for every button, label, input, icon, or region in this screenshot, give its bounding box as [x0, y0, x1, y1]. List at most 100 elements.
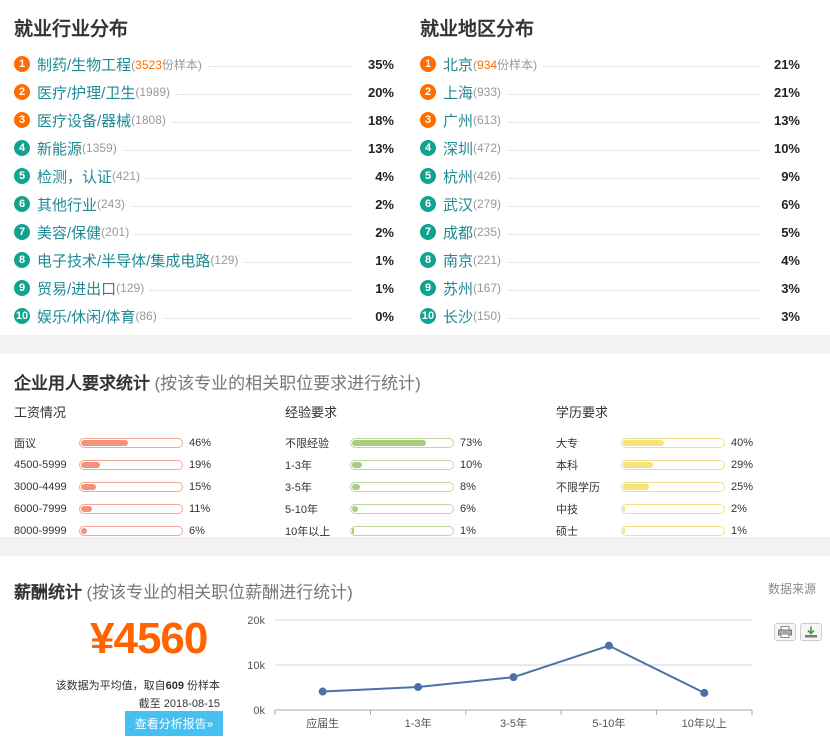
- industry-rank-item: 7 美容/保健 (201) 2%: [14, 218, 394, 246]
- chart-x-tick: 3-5年: [500, 716, 527, 730]
- region-rank-item: 4 深圳 (472) 10%: [420, 134, 800, 162]
- view-report-button[interactable]: 查看分析报告»: [125, 711, 223, 736]
- industry-rank-percent: 35%: [367, 56, 394, 72]
- average-note-prefix: 该数据为平均值，取自: [55, 680, 166, 692]
- requirement-percent: 25%: [731, 481, 754, 493]
- requirement-bar: [350, 482, 454, 492]
- requirement-percent: 8%: [460, 481, 476, 493]
- dotted-leader: [507, 317, 760, 319]
- data-source-link[interactable]: 数据来源: [767, 582, 816, 596]
- average-salary: ¥4560: [90, 614, 208, 663]
- region-rank-link[interactable]: 杭州: [443, 168, 474, 186]
- industry-rank-link[interactable]: 检测，认证: [37, 168, 113, 186]
- region-rank-percent: 3%: [781, 280, 800, 296]
- requirement-row: 8000-9999 6%: [14, 520, 254, 542]
- requirement-bar: [350, 460, 454, 470]
- industry-rank-link[interactable]: 医疗/护理/卫生: [37, 84, 136, 102]
- requirement-row: 面议 46%: [14, 432, 254, 454]
- requirement-bar-fill: [81, 462, 101, 468]
- requirement-percent: 15%: [189, 481, 212, 493]
- requirements-subtitle: (按该专业的相关职位要求进行统计): [154, 374, 421, 393]
- industry-rank-percent: 1%: [375, 252, 394, 268]
- region-rank-item: 5 杭州 (426) 9%: [420, 162, 800, 190]
- region-rank-item: 1 北京 (934份样本) 21%: [420, 50, 800, 78]
- requirement-percent: 6%: [460, 503, 476, 515]
- dotted-leader: [507, 205, 760, 207]
- chart-point: [509, 673, 518, 682]
- rank-badge: 3: [420, 112, 436, 128]
- rank-badge: 7: [14, 224, 30, 240]
- requirement-bar: [350, 526, 454, 536]
- requirement-bar: [350, 438, 454, 448]
- chart-y-tick: 10k: [247, 660, 265, 672]
- requirement-group: 工资情况 面议 46% 4500-5999 19% 3000-4499 15% 6000-79…: [14, 402, 254, 542]
- rank-badge: 8: [14, 252, 30, 268]
- industry-rank-count: (421): [112, 169, 141, 183]
- industry-rank-percent: 4%: [375, 168, 394, 184]
- region-rank-link[interactable]: 成都: [443, 224, 474, 242]
- region-rank-item: 10 长沙 (150) 3%: [420, 302, 800, 330]
- region-list: 1 北京 (934份样本) 21% 2 上海 (933) 21% 3 广州 (613) 13% 4 深圳(…: [420, 50, 800, 330]
- industry-rank-link[interactable]: 贸易/进出口: [37, 280, 117, 298]
- industry-rank-link[interactable]: 制药/生物工程: [37, 56, 132, 74]
- rank-badge: 10: [14, 308, 30, 324]
- requirement-bar-fill: [81, 440, 128, 446]
- region-title: 就业地区分布: [420, 19, 535, 40]
- rank-badge: 7: [420, 224, 436, 240]
- industry-rank-link[interactable]: 医疗设备/器械: [37, 112, 132, 130]
- print-button[interactable]: [774, 623, 796, 641]
- rank-badge: 8: [420, 252, 436, 268]
- cutoff-date: 截至 2018-08-15: [138, 698, 220, 710]
- requirement-group-title: 学历要求: [556, 405, 609, 420]
- rank-badge: 3: [14, 112, 30, 128]
- requirement-percent: 1%: [731, 525, 747, 537]
- industry-rank-link[interactable]: 电子技术/半导体/集成电路: [37, 252, 211, 270]
- industry-rank-link[interactable]: 娱乐/休闲/体育: [37, 308, 136, 326]
- salary-heading: 薪酬统计 (按该专业的相关职位薪酬进行统计): [14, 578, 353, 603]
- requirement-label: 3000-4499: [14, 481, 67, 493]
- industry-rank-percent: 1%: [375, 280, 394, 296]
- requirement-bar-fill: [81, 528, 88, 534]
- region-rank-link[interactable]: 武汉: [443, 196, 474, 214]
- region-rank-count: (235): [473, 225, 502, 239]
- region-rank-link[interactable]: 南京: [443, 252, 474, 270]
- industry-rank-count: (129): [210, 253, 239, 267]
- requirement-percent: 40%: [731, 437, 754, 449]
- requirement-label: 不限经验: [285, 438, 329, 450]
- region-rank-item: 2 上海 (933) 21%: [420, 78, 800, 106]
- industry-rank-item: 2 医疗/护理/卫生 (1989) 20%: [14, 78, 394, 106]
- region-rank-count: (613): [473, 113, 502, 127]
- requirement-row: 中技 2%: [556, 498, 796, 520]
- region-rank-link[interactable]: 长沙: [443, 308, 474, 326]
- salary-title: 薪酬统计: [14, 583, 82, 602]
- requirement-bar-fill: [623, 528, 625, 534]
- chart-x-tick: 1-3年: [405, 716, 432, 730]
- dotted-leader: [244, 261, 354, 263]
- industry-rank-item: 1 制药/生物工程 (3523份样本) 35%: [14, 50, 394, 78]
- industry-rank-link[interactable]: 新能源: [37, 140, 83, 158]
- region-rank-link[interactable]: 苏州: [443, 280, 474, 298]
- requirement-percent: 19%: [189, 459, 212, 471]
- industry-rank-percent: 0%: [375, 308, 394, 324]
- region-rank-percent: 6%: [781, 196, 800, 212]
- download-button[interactable]: [800, 623, 822, 641]
- industry-rank-link[interactable]: 美容/保健: [37, 224, 102, 242]
- region-rank-link[interactable]: 深圳: [443, 140, 474, 158]
- requirement-bar: [79, 526, 183, 536]
- print-icon: [778, 626, 792, 638]
- region-rank-link[interactable]: 北京: [443, 56, 474, 74]
- chart-y-tick: 20k: [247, 615, 265, 627]
- region-rank-link[interactable]: 上海: [443, 84, 474, 102]
- industry-rank-count: (1989): [135, 85, 171, 99]
- requirement-group-title: 经验要求: [285, 405, 338, 420]
- requirement-row: 6000-7999 11%: [14, 498, 254, 520]
- region-rank-percent: 21%: [773, 84, 800, 100]
- region-rank-percent: 9%: [781, 168, 800, 184]
- region-rank-count: (150): [473, 309, 502, 323]
- region-rank-link[interactable]: 广州: [443, 112, 474, 130]
- requirement-percent: 11%: [189, 503, 211, 515]
- industry-rank-link[interactable]: 其他行业: [37, 196, 98, 214]
- sample-count: 609: [165, 680, 184, 692]
- requirement-percent: 29%: [731, 459, 754, 471]
- requirement-bar-fill: [352, 440, 427, 446]
